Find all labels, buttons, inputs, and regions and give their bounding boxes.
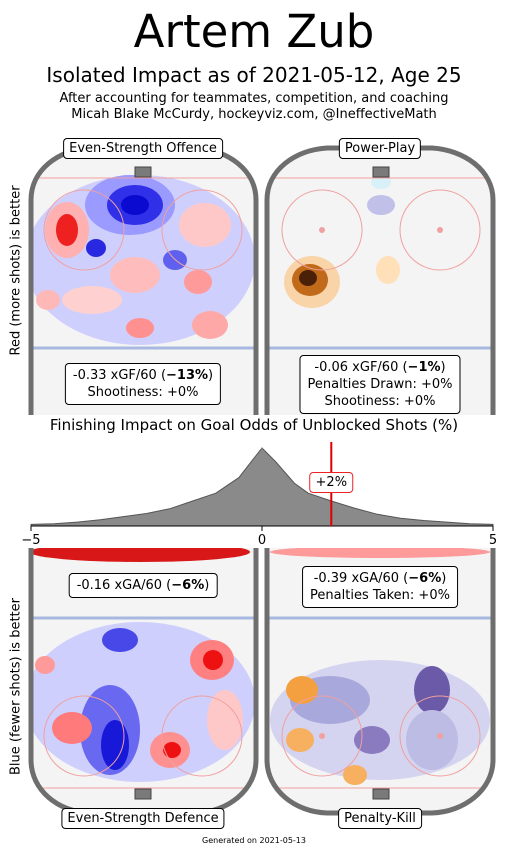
x-tick-label: −5 [21,533,40,548]
x-ticks: −5 0 5 [21,526,497,548]
bottom-side-label: Blue (fewer shots) is better [8,598,24,775]
pk-label: Penalty-Kill [338,808,422,829]
impact-marker-label: +2% [309,472,354,493]
page-subtitle: Isolated Impact as of 2021-05-12, Age 25 [46,63,462,87]
ev-offence-label: Even-Strength Offence [63,138,223,159]
ev-defence-stats: -0.16 xGA/60 (−6%) [68,573,218,598]
x-tick-label: 0 [258,533,266,548]
footer: Generated on 2021-05-13 [202,836,306,845]
top-side-label: Red (more shots) is better [8,185,24,356]
ev-offence-stats: -0.33 xGF/60 (−13%) Shootiness: +0% [64,363,222,405]
pp-stats: -0.06 xGF/60 (−1%) Penalties Drawn: +0% … [299,355,461,414]
ev-defence-heatmap [31,548,256,813]
ev-defence-label: Even-Strength Defence [61,808,225,829]
pk-stats: -0.39 xGA/60 (−6%) Penalties Taken: +0% [302,566,458,608]
finishing-title: Finishing Impact on Goal Odds of Unblock… [49,416,459,434]
page-title: Artem Zub [133,5,375,58]
finishing-distribution-chart: −5 0 5 [21,442,497,548]
pp-label: Power-Play [338,138,422,159]
credit-line: Micah Blake McCurdy, hockeyviz.com, @Ine… [71,107,437,122]
x-tick-label: 5 [489,533,497,548]
description-line: After accounting for teammates, competit… [59,91,449,106]
